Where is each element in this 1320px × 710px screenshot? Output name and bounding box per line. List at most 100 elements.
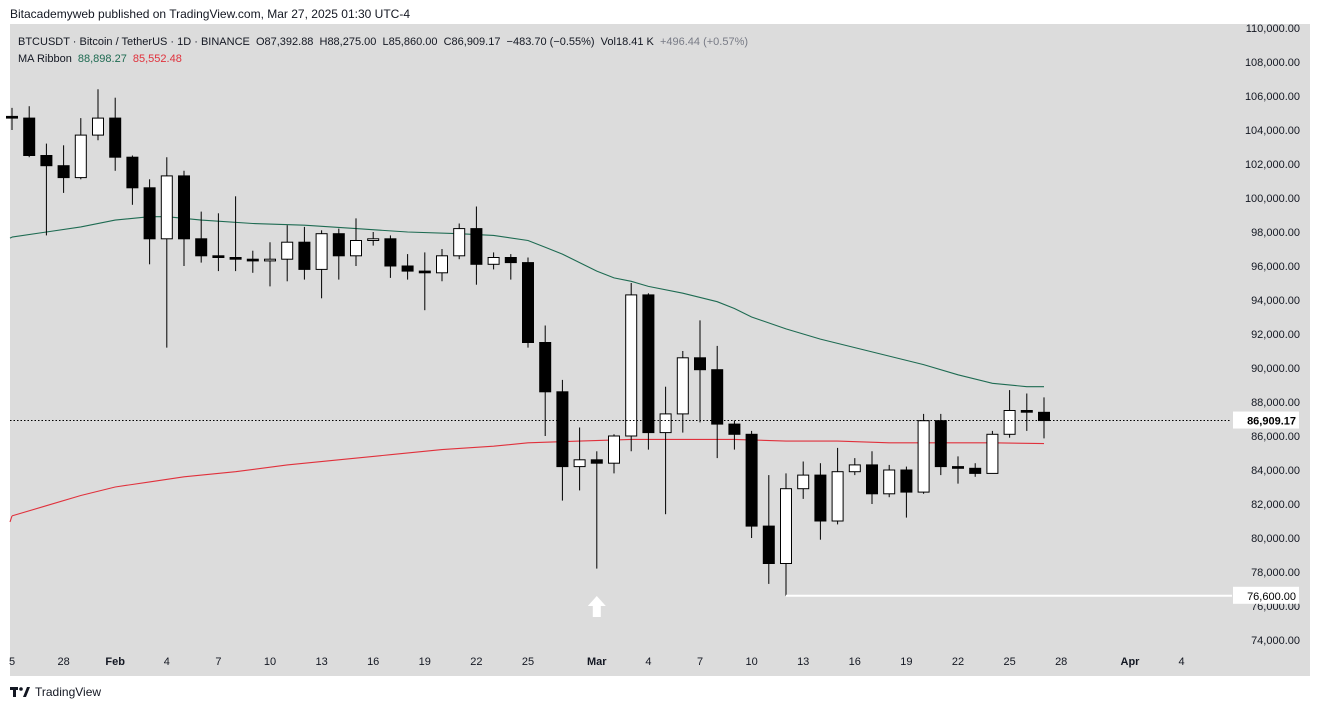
candle bbox=[401, 254, 414, 280]
legend-ma[interactable]: MA Ribbon 88,898.27 85,552.48 bbox=[18, 53, 185, 65]
candle-body bbox=[556, 391, 569, 468]
candle bbox=[470, 206, 483, 285]
candle-body bbox=[212, 255, 225, 259]
candle-body bbox=[40, 155, 53, 167]
candle-body bbox=[6, 115, 18, 119]
candle-body bbox=[883, 469, 896, 495]
legend-high: H88,275.00 bbox=[319, 36, 377, 48]
candle-body bbox=[797, 474, 810, 490]
candle bbox=[883, 464, 896, 498]
candle bbox=[642, 293, 655, 450]
time-tick-label: Feb bbox=[105, 656, 125, 668]
candle bbox=[814, 463, 827, 540]
candle bbox=[694, 320, 706, 423]
time-tick-label: 25 bbox=[1003, 656, 1015, 668]
candle-body bbox=[694, 357, 706, 371]
time-tick-label: 7 bbox=[697, 656, 703, 668]
candle bbox=[504, 254, 517, 280]
time-tick-label: 22 bbox=[952, 656, 964, 668]
price-tick-label: 106,000.00 bbox=[1245, 91, 1300, 103]
candle-body bbox=[573, 459, 586, 468]
candle-body bbox=[1003, 410, 1016, 435]
price-tick-label: 84,000.00 bbox=[1251, 465, 1300, 477]
price-tick-label: 108,000.00 bbox=[1245, 57, 1300, 69]
candle bbox=[934, 413, 947, 476]
candle-body bbox=[109, 117, 122, 158]
price-tick-label: 88,000.00 bbox=[1251, 397, 1300, 409]
footer-brand-label: TradingView bbox=[35, 685, 102, 699]
time-tick-label: 4 bbox=[164, 656, 170, 668]
candle-body bbox=[831, 471, 844, 522]
candle bbox=[608, 434, 620, 474]
candle bbox=[92, 89, 104, 141]
time-tick-label: 13 bbox=[797, 656, 809, 668]
price-tick-label: 86,000.00 bbox=[1251, 431, 1300, 443]
candle-body bbox=[264, 258, 276, 262]
candle-body bbox=[57, 165, 70, 179]
candle bbox=[556, 379, 569, 501]
candle-body bbox=[762, 525, 775, 564]
candle bbox=[952, 456, 964, 484]
candle bbox=[539, 325, 552, 436]
candle-body bbox=[436, 255, 448, 274]
candle-body bbox=[952, 466, 964, 469]
candle-body bbox=[848, 464, 861, 473]
candle bbox=[831, 447, 844, 525]
ma-line-2 bbox=[11, 438, 1045, 517]
candle-body bbox=[23, 117, 36, 156]
time-tick-label: 19 bbox=[419, 656, 431, 668]
candle bbox=[573, 427, 586, 491]
candle bbox=[40, 143, 53, 236]
candle-body bbox=[229, 257, 242, 260]
candle-body bbox=[986, 433, 999, 474]
price-tick-label: 94,000.00 bbox=[1251, 295, 1300, 307]
candles bbox=[6, 89, 1050, 596]
candle-body bbox=[195, 238, 208, 257]
candle bbox=[436, 249, 448, 282]
candle bbox=[315, 230, 328, 299]
candle bbox=[969, 463, 982, 477]
candle bbox=[195, 211, 208, 263]
candle-body bbox=[246, 258, 259, 262]
candle-body bbox=[384, 238, 397, 267]
footer-brand[interactable]: TradingView bbox=[10, 685, 101, 699]
candle bbox=[659, 386, 672, 515]
time-tick-label: 28 bbox=[57, 656, 69, 668]
candle-body bbox=[625, 294, 638, 437]
candle bbox=[762, 475, 775, 584]
time-tick-label: 28 bbox=[1055, 656, 1067, 668]
candle-body bbox=[453, 228, 466, 257]
candle-body bbox=[367, 238, 380, 242]
ma-line-2-start bbox=[9, 515, 13, 523]
legend-low: L85,860.00 bbox=[382, 36, 438, 48]
candle-body bbox=[401, 265, 414, 272]
candle bbox=[143, 179, 156, 265]
candle bbox=[900, 466, 913, 518]
legend-ma2-value: 85,552.48 bbox=[132, 53, 182, 65]
candle bbox=[298, 226, 311, 280]
candle bbox=[74, 118, 87, 180]
candle bbox=[264, 242, 276, 287]
candle bbox=[367, 232, 380, 246]
support-label: 76,600.00 bbox=[1247, 591, 1296, 603]
candle bbox=[57, 145, 70, 193]
candle bbox=[848, 458, 861, 476]
price-tick-label: 102,000.00 bbox=[1245, 159, 1300, 171]
time-tick-label: 10 bbox=[745, 656, 757, 668]
candle bbox=[229, 196, 242, 272]
candle bbox=[212, 213, 225, 272]
time-tick-label: 7 bbox=[215, 656, 221, 668]
candle bbox=[487, 252, 500, 270]
candle-body bbox=[780, 488, 792, 565]
price-tick-label: 90,000.00 bbox=[1251, 363, 1300, 375]
legend-ma1-value: 88,898.27 bbox=[77, 53, 127, 65]
candle-body bbox=[969, 467, 982, 474]
candle-body bbox=[814, 474, 827, 522]
candle-body bbox=[160, 175, 173, 240]
candle bbox=[332, 228, 345, 280]
publisher-line: Bitacademyweb published on TradingView.c… bbox=[10, 7, 411, 21]
candle bbox=[281, 225, 294, 282]
candle-body bbox=[298, 241, 311, 270]
time-tick-label: 4 bbox=[645, 656, 651, 668]
